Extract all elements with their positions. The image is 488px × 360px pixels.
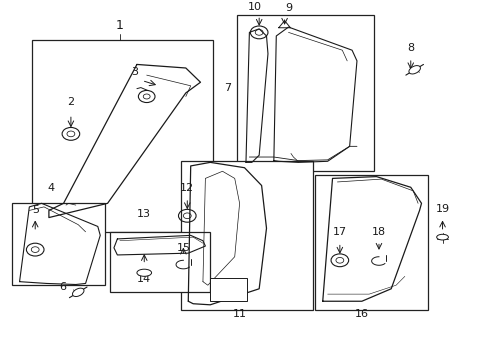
- Text: 7: 7: [223, 83, 230, 93]
- Text: 17: 17: [332, 227, 346, 237]
- Text: 11: 11: [232, 309, 246, 319]
- Text: 4: 4: [48, 183, 55, 193]
- Ellipse shape: [72, 288, 84, 297]
- Bar: [315, 175, 427, 310]
- Bar: [181, 161, 312, 310]
- Text: 14: 14: [137, 274, 151, 284]
- Text: 10: 10: [248, 2, 262, 12]
- Ellipse shape: [436, 234, 447, 240]
- Text: 19: 19: [435, 204, 448, 214]
- Bar: [237, 15, 373, 171]
- Ellipse shape: [408, 66, 420, 74]
- Bar: [12, 203, 105, 285]
- Ellipse shape: [137, 269, 151, 276]
- Bar: [110, 232, 210, 292]
- Text: 3: 3: [131, 67, 138, 77]
- Text: 8: 8: [407, 43, 413, 53]
- Text: 6: 6: [59, 282, 66, 292]
- Text: 15: 15: [176, 243, 190, 253]
- Bar: [32, 40, 212, 232]
- Text: 13: 13: [137, 210, 151, 219]
- Text: 12: 12: [180, 183, 194, 193]
- Text: 9: 9: [285, 3, 291, 13]
- Text: 2: 2: [67, 97, 74, 107]
- Bar: [210, 278, 246, 301]
- Text: 18: 18: [371, 227, 385, 237]
- Text: 5: 5: [32, 205, 39, 215]
- Text: 16: 16: [354, 309, 368, 319]
- Text: 1: 1: [116, 19, 123, 32]
